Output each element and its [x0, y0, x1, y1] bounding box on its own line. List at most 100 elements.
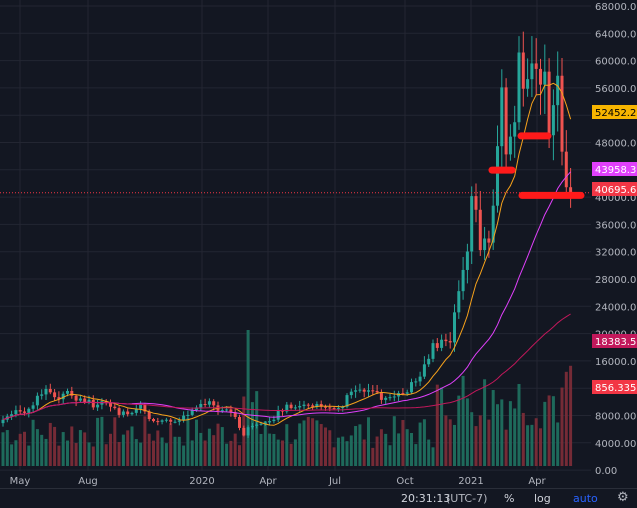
volume-bar: [207, 428, 211, 466]
auto-button[interactable]: auto: [573, 492, 598, 505]
volume-bar: [461, 375, 465, 466]
candle-body: [190, 410, 194, 415]
volume-bar: [427, 439, 431, 466]
time-axis[interactable]: May Aug 2020 Apr Jul Oct 2021 Apr: [10, 476, 547, 487]
y-tick-label: 40000.00: [595, 193, 637, 204]
candle-body: [199, 403, 203, 408]
volume-bar: [517, 384, 521, 466]
candle-body: [526, 79, 530, 89]
candle-body: [465, 251, 469, 270]
candle-body: [293, 407, 297, 409]
y-tick-label: 68000.00: [595, 2, 637, 13]
volume-bar: [44, 438, 48, 466]
candle-body: [418, 376, 422, 382]
volume-bar: [263, 421, 267, 466]
volume-bar: [190, 440, 194, 466]
volume-bar: [143, 416, 147, 466]
volume-bar: [109, 433, 112, 466]
volume-bar: [345, 441, 349, 466]
candle-body: [126, 411, 130, 415]
volume-bar: [48, 422, 52, 466]
candle-body: [379, 392, 383, 400]
candle-body: [57, 397, 61, 400]
volume-bar: [418, 422, 422, 466]
volume-bar: [556, 422, 560, 466]
candle-body: [311, 405, 315, 407]
volume-bar: [414, 444, 418, 466]
x-tick-label: May: [10, 476, 31, 487]
candle-body: [44, 388, 48, 395]
volume-bar: [367, 417, 370, 466]
volume-bar: [134, 439, 138, 466]
price-tag: [592, 105, 637, 119]
volume-bar: [186, 418, 190, 466]
candle-body: [35, 395, 39, 406]
candle-body: [10, 414, 14, 417]
volume-bar: [534, 418, 538, 466]
volume-bar: [465, 398, 469, 466]
candle-body: [164, 419, 168, 421]
y-tick-label: 4000.00: [595, 439, 636, 450]
volume-bar: [10, 444, 14, 466]
candle-body: [560, 75, 564, 152]
clock: 20:31:13: [401, 492, 451, 505]
volume-bar: [250, 402, 254, 466]
volume-bar: [87, 442, 91, 466]
price-tag: [592, 162, 637, 176]
y-tick-label: 60000.00: [595, 57, 637, 68]
candle-body: [534, 63, 538, 69]
candle-body: [319, 403, 323, 407]
moving-averages: [2, 82, 572, 426]
candle-body: [306, 404, 310, 406]
price-tag-label: 43958.30: [595, 165, 637, 176]
candle-body: [513, 122, 517, 137]
volume-bar: [164, 443, 168, 466]
volume-bar: [233, 433, 237, 466]
volume-bar: [457, 395, 461, 466]
candle-body: [474, 196, 478, 210]
volume-bar: [453, 424, 456, 466]
volume-bar: [448, 419, 452, 466]
y-tick-label: 64000.00: [595, 29, 637, 40]
candle-body: [517, 52, 521, 123]
candle-body: [530, 63, 534, 80]
candle-body: [14, 410, 18, 415]
candle-body: [203, 403, 207, 405]
candle-body: [384, 397, 388, 400]
y-tick-label: 32000.00: [595, 248, 637, 259]
ma-80-line: [2, 313, 571, 421]
volume-bar: [564, 371, 568, 466]
y-tick-label: 0.00: [595, 466, 617, 477]
candle-body: [109, 402, 112, 407]
candle-body: [410, 382, 413, 393]
candle-body: [272, 419, 276, 422]
candle-body: [156, 421, 160, 423]
volume-bar: [130, 426, 134, 466]
price-axis[interactable]: 68000.0064000.0060000.0056000.0052000.00…: [595, 2, 637, 477]
volume-bar: [169, 423, 173, 466]
volume-bar: [57, 445, 61, 466]
volume-bar: [40, 434, 44, 466]
candle-body: [18, 410, 22, 412]
gear-icon[interactable]: ⚙: [617, 490, 629, 505]
candle-body: [367, 390, 370, 392]
candle-body: [285, 404, 289, 412]
candle-body: [444, 339, 448, 342]
candle-body: [336, 408, 340, 410]
volume-bar: [246, 330, 250, 466]
candle-body: [225, 409, 229, 411]
log-button[interactable]: log: [534, 492, 551, 505]
candle-body: [186, 414, 190, 416]
volume-bar: [272, 433, 276, 466]
x-tick-label: Jul: [328, 476, 341, 487]
volume-bar: [18, 433, 22, 466]
percent-button[interactable]: %: [504, 492, 515, 505]
volume-bar: [229, 440, 233, 466]
candle-body: [551, 105, 555, 136]
candle-body: [508, 136, 512, 155]
candle-body: [457, 291, 461, 313]
volume-bar: [139, 442, 143, 466]
volume-bar: [569, 365, 573, 466]
volume-bar: [160, 437, 164, 466]
